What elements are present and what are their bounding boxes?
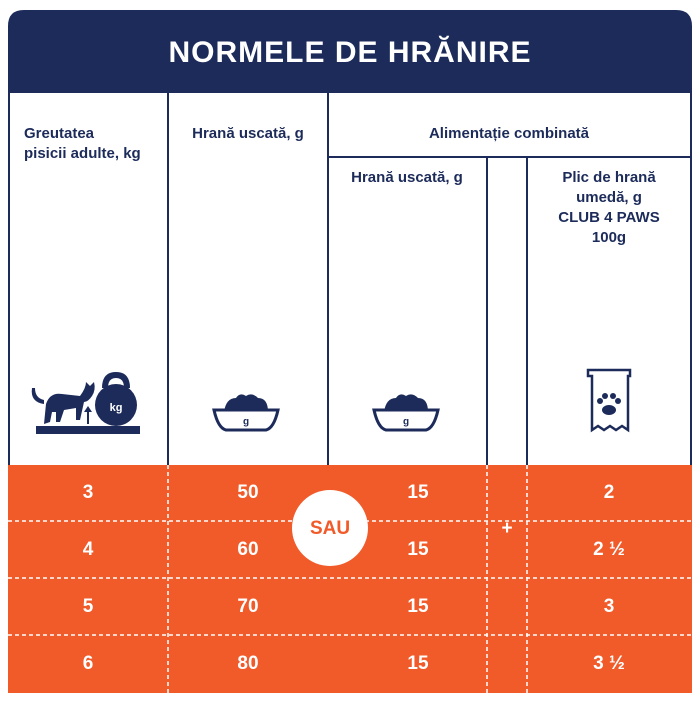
header-cell: Hrană uscată, g bbox=[192, 125, 304, 142]
header-bar bbox=[8, 10, 692, 93]
header-cell: 100g bbox=[592, 229, 626, 246]
table-cell: 70 bbox=[237, 596, 258, 617]
grid bbox=[8, 93, 692, 465]
table-cell: 3 bbox=[83, 482, 94, 503]
plus-label: + bbox=[501, 518, 512, 539]
bowl bbox=[372, 408, 440, 432]
icon-label: kg bbox=[110, 402, 123, 414]
table-cell: 15 bbox=[407, 539, 429, 560]
table-cell: 6 bbox=[83, 653, 94, 674]
table-cell: 4 bbox=[83, 539, 94, 560]
bowl-food bbox=[384, 394, 428, 412]
table-cell: 80 bbox=[237, 653, 258, 674]
bowl-food bbox=[224, 394, 268, 412]
header-cell: Hrană uscată, g bbox=[351, 169, 463, 186]
table-cell: 15 bbox=[407, 596, 429, 617]
wet-header: Plic de hrană umedă, g CLUB 4 PAWS 100g bbox=[558, 169, 659, 246]
header-cell: umedă, g bbox=[576, 189, 642, 206]
title: NORMELE DE HRĂNIRE bbox=[168, 35, 531, 69]
table-cell: 60 bbox=[237, 539, 258, 560]
table-cell: 3 bbox=[604, 596, 615, 617]
weight-icon bbox=[31, 372, 140, 434]
table-cell: 2 bbox=[604, 482, 615, 503]
bowl bbox=[212, 408, 280, 432]
header-cell: CLUB 4 PAWS bbox=[558, 209, 659, 226]
header-cell: Plic de hrană bbox=[562, 169, 656, 186]
table-cell: 3 ½ bbox=[593, 653, 625, 674]
or-label: SAU bbox=[310, 518, 350, 539]
pouch-icon bbox=[586, 368, 632, 433]
or-badge bbox=[292, 490, 368, 566]
table-cell: 15 bbox=[407, 653, 429, 674]
icon-label: g bbox=[243, 417, 249, 428]
header-cell: Alimentație combinată bbox=[429, 125, 590, 142]
icon-label: g bbox=[403, 417, 409, 428]
header-cell: pisicii adulte, kg bbox=[24, 145, 141, 162]
table-cell: 50 bbox=[237, 482, 258, 503]
table-cell: 15 bbox=[407, 482, 429, 503]
table-cell: 5 bbox=[83, 596, 94, 617]
header-cell: Greutatea bbox=[24, 125, 95, 142]
table-cell: 2 ½ bbox=[593, 539, 625, 560]
rows: 3 50 15 2 4 60 15 2 ½ 5 70 15 3 6 80 15 3 ½ bbox=[83, 482, 625, 674]
row-dividers bbox=[8, 465, 692, 693]
